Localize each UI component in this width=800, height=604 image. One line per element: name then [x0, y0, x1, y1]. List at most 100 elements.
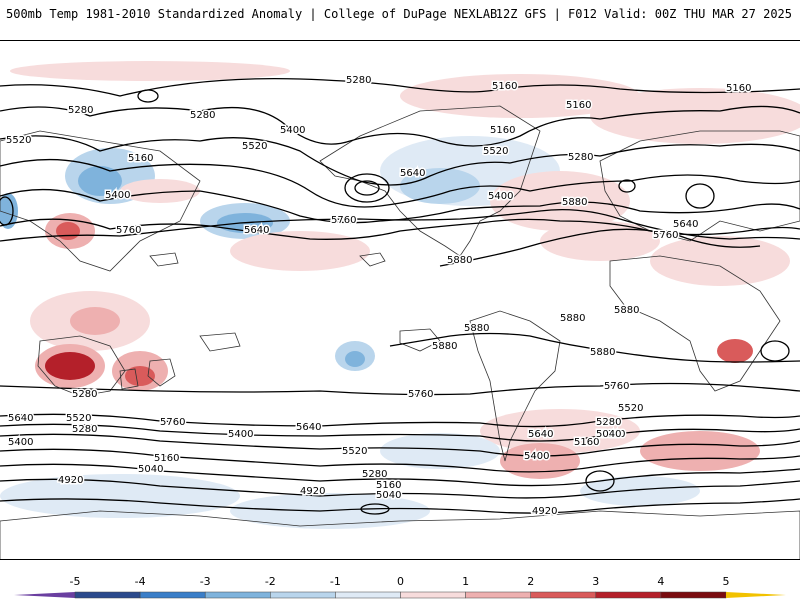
contour-label: 5280 [190, 110, 215, 121]
contour-label: 5400 [280, 125, 305, 136]
contour-label: 5640 [296, 422, 321, 433]
contour-5640-south [0, 413, 800, 428]
anomaly-area [580, 476, 700, 506]
anomaly-area [650, 236, 790, 286]
island-outline [399, 328, 441, 352]
contour-label: 5040 [376, 490, 401, 501]
island-outline [359, 252, 386, 267]
colorbar-tick-label: 5 [722, 575, 730, 588]
anomaly-area [70, 307, 120, 335]
colorbar-low-end [14, 592, 75, 598]
contour-label: 5880 [464, 323, 489, 334]
contour-label: 5400 [488, 191, 513, 202]
model-run-info: 12Z GFS | F012 Valid: 00Z THU MAR 27 202… [495, 7, 792, 21]
contour-closed [685, 183, 715, 209]
contour-label: 5520 [242, 141, 267, 152]
contour-label: 5520 [618, 403, 643, 414]
colorbar-segment [204, 591, 271, 599]
anomaly-area [78, 166, 122, 196]
colorbar-tick-label: -2 [264, 575, 276, 588]
contour-closed [760, 340, 790, 362]
contour-label: 5640 [8, 413, 33, 424]
contour-label: 5520 [342, 446, 367, 457]
map-panel[interactable]: 5280 5160 5160 5160 5280 5280 5400 5160 … [0, 40, 800, 560]
colorbar-swatches [14, 591, 786, 599]
contour-label: 5280 [72, 424, 97, 435]
contour-label: 5160 [726, 83, 751, 94]
contour-label: 5040 [596, 429, 621, 440]
contour-closed [585, 470, 615, 492]
contour-label: 5160 [154, 453, 179, 464]
africa-outline [609, 255, 781, 392]
contour-5160-south [0, 463, 800, 487]
contour-label: 5280 [596, 417, 621, 428]
contour-label: 5640 [673, 219, 698, 230]
contour-label: 4920 [58, 475, 83, 486]
colorbar-segment [595, 591, 662, 599]
contour-label: 5760 [331, 215, 356, 226]
colorbar-tick-label: -5 [69, 575, 81, 588]
contour-label: 5280 [362, 469, 387, 480]
colorbar-segment [270, 591, 336, 599]
contour-label: 5880 [432, 341, 457, 352]
contour-closed [360, 503, 390, 515]
anomaly-area [400, 168, 480, 204]
colorbar-high-end [726, 592, 786, 598]
contour-5520-south [0, 423, 800, 442]
anomaly-area [56, 222, 80, 240]
anomaly-area [590, 88, 800, 144]
contour-closed [137, 89, 159, 103]
colorbar-segment [400, 591, 466, 599]
contour-label: 4920 [300, 486, 325, 497]
island-outline [199, 332, 241, 352]
header-bar: 500mb Temp 1981-2010 Standardized Anomal… [0, 0, 800, 32]
colorbar-tick-label: -4 [134, 575, 146, 588]
contour-5520 [0, 188, 800, 224]
anomaly-area [380, 433, 500, 469]
contour-label: 5760 [160, 417, 185, 428]
contour-label: 5760 [653, 230, 678, 241]
contour-closed [0, 196, 14, 226]
contour-5400-south [0, 433, 800, 457]
contour-closed-low [344, 173, 390, 203]
contour-label: 5280 [68, 105, 93, 116]
contour-label: 5640 [528, 429, 553, 440]
colorbar-segment [465, 591, 531, 599]
contour-label: 5640 [244, 225, 269, 236]
island-outline [119, 368, 139, 390]
anomaly-shading [0, 61, 800, 529]
anomaly-area [500, 443, 580, 479]
contour-label: 5760 [604, 381, 629, 392]
anomaly-area [480, 409, 640, 453]
contour-label: 5400 [524, 451, 549, 462]
contour-5280-south [0, 448, 800, 473]
contour-5760 [0, 208, 800, 242]
anomaly-area [230, 231, 370, 271]
colorbar-tick-label: 2 [527, 575, 535, 588]
colorbar-legend: -5 -4 -3 -2 -1 0 1 2 3 4 5 [0, 566, 800, 600]
contour-label: 5400 [8, 437, 33, 448]
north-america-outline [319, 105, 541, 257]
contour-label: 5160 [128, 153, 153, 164]
contour-5400 [0, 158, 800, 208]
anomaly-area [10, 61, 290, 81]
contour-5280-north [0, 77, 800, 97]
colorbar-tick-label: 0 [397, 575, 404, 588]
contour-label: 5520 [66, 413, 91, 424]
contour-label: 5520 [6, 135, 31, 146]
contour-5880-south [389, 332, 800, 363]
new-zealand-outline [147, 358, 176, 387]
island-outline [149, 252, 179, 267]
anomaly-map[interactable]: 5280 5160 5160 5160 5280 5280 5400 5160 … [0, 41, 800, 560]
contour-label: 5880 [614, 305, 639, 316]
contour-label: 5280 [568, 152, 593, 163]
contour-label: 5400 [228, 429, 253, 440]
anomaly-area [540, 221, 660, 261]
contour-5880-north [439, 228, 761, 267]
contour-label: 5040 [138, 464, 163, 475]
height-contours [0, 77, 800, 515]
colorbar-segment [139, 591, 206, 599]
contour-label: 5160 [574, 437, 599, 448]
colorbar-tick-label: 1 [462, 575, 470, 588]
contour-label: 5880 [590, 347, 615, 358]
